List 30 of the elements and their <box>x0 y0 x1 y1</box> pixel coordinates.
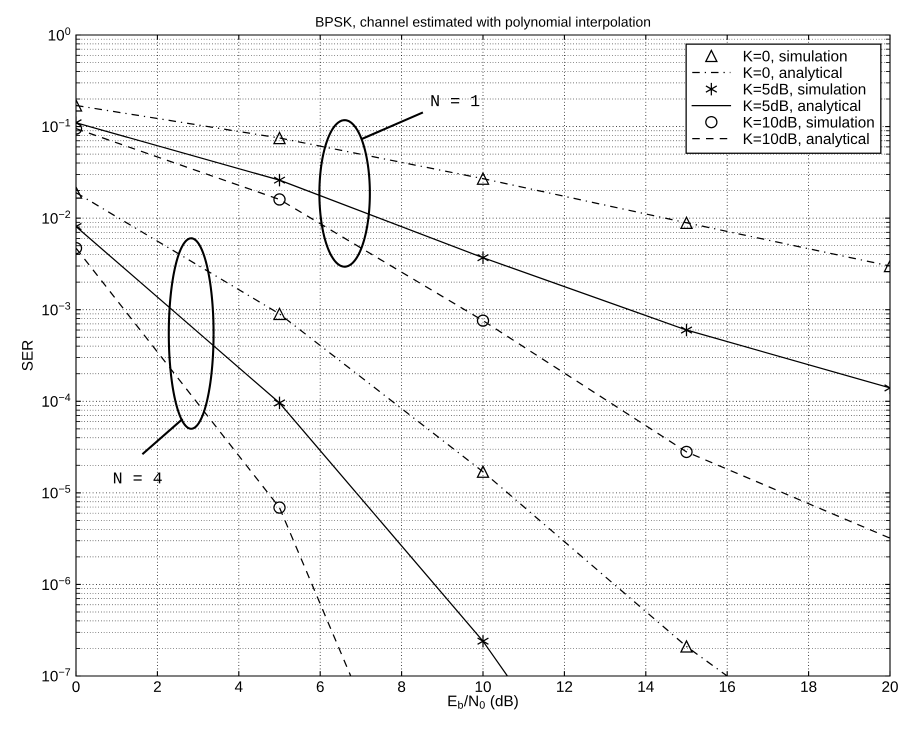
x-tick-label: 18 <box>801 681 816 692</box>
x-tick-label: 16 <box>720 681 736 692</box>
y-tick-label: 10$^{0}$ <box>48 27 70 41</box>
legend-label: K=5dB, simulation <box>744 83 866 96</box>
x-axis-title: E$_{b}$/N$_{0}$ (dB) <box>448 695 518 710</box>
legend-label: K=5dB, analytical <box>744 100 860 114</box>
x-tick-label: 4 <box>234 681 243 692</box>
y-tick-label: 10$^{−6}$ <box>42 576 70 590</box>
x-tick-label: 14 <box>638 681 654 692</box>
y-tick-label: 10$^{−5}$ <box>42 485 70 498</box>
x-tick-label: 2 <box>154 681 161 692</box>
legend-label: K=10dB, analytical <box>744 132 869 148</box>
y-tick-label: 10$^{−7}$ <box>42 668 70 682</box>
annotation: N = 4 <box>114 472 162 484</box>
y-tick-label: 10$^{−1}$ <box>42 118 70 132</box>
x-tick-label: 0 <box>72 681 80 692</box>
y-tick-label: 10$^{−3}$ <box>42 302 70 316</box>
annotation: N = 1 <box>431 95 480 106</box>
x-tick-label: 6 <box>316 681 324 692</box>
chart-title: BPSK, channel estimated with polynomial interpolation <box>316 16 650 30</box>
legend-label: K=10dB, simulation <box>744 116 874 130</box>
y-tick-label: 10$^{−2}$ <box>42 210 70 224</box>
legend-label: K=0, analytical <box>744 66 842 82</box>
legend-label: K=0, simulation <box>744 50 847 64</box>
x-tick-label: 8 <box>398 681 406 692</box>
x-tick-label: 12 <box>557 681 572 692</box>
y-tick-label: 10$^{−4}$ <box>42 394 70 407</box>
x-tick-label: 10 <box>476 681 491 692</box>
y-axis-title: SER <box>22 340 33 371</box>
x-tick-label: 20 <box>882 681 898 692</box>
